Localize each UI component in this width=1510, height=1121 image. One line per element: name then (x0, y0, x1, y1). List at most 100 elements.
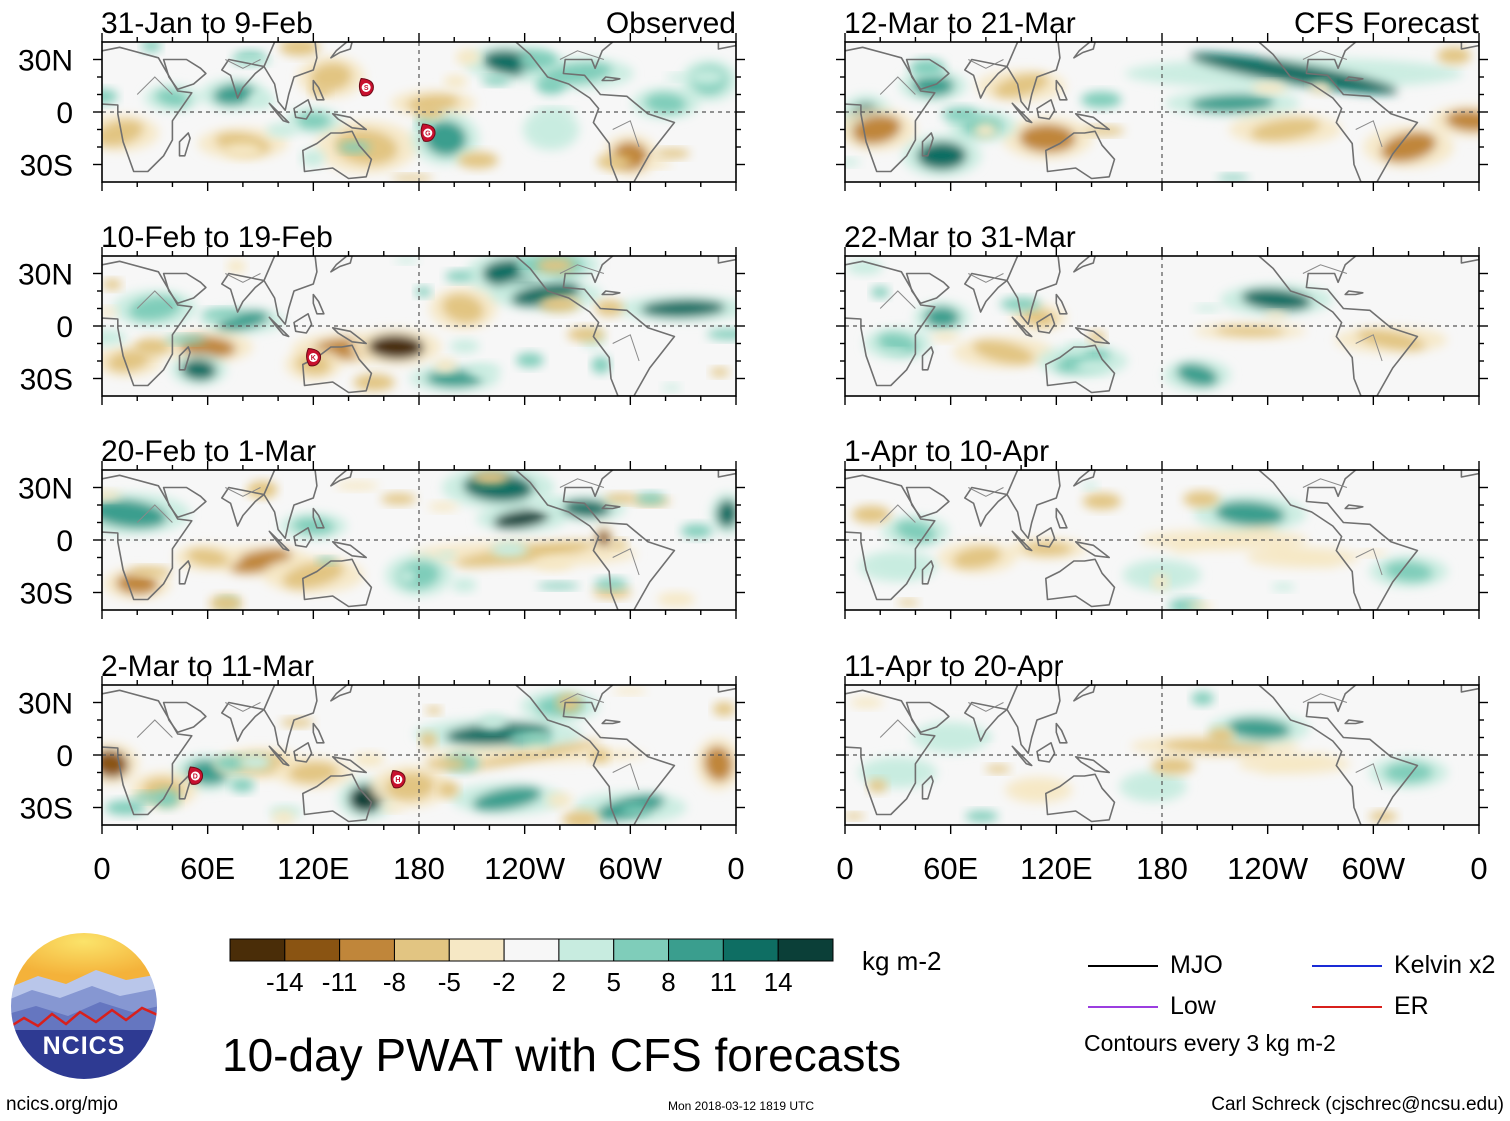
anomaly-blob (1190, 94, 1275, 113)
anomaly-blob (309, 62, 352, 92)
axis-ticks (836, 676, 1488, 834)
anomaly-blob (295, 111, 331, 130)
legend-er: ER (1312, 992, 1429, 1021)
coastline (330, 42, 353, 59)
anomaly-speckle (533, 556, 574, 571)
anomaly-blob (873, 761, 923, 784)
coastline (964, 486, 1008, 527)
anomaly-speckle (591, 356, 611, 374)
x-tick-label: 60W (598, 851, 662, 886)
colorbar-units: kg m-2 (862, 946, 942, 976)
country-border (968, 487, 1004, 497)
coastline (905, 58, 950, 91)
anomaly-blob (533, 115, 569, 144)
country-border (559, 264, 605, 274)
storm-marker-label: H (395, 777, 400, 784)
anomaly-blob (993, 73, 1049, 99)
anomaly-speckle (102, 307, 118, 317)
coastline (515, 470, 676, 610)
y-tick-label: 30N (18, 688, 73, 721)
x-tick-label: 120W (1227, 851, 1309, 886)
anomaly-speckle (102, 89, 118, 104)
anomaly-speckle (335, 481, 379, 490)
colorbar: -14 -11 -8 -5 -2 2 5 8 11 14 (229, 938, 834, 997)
anomaly-speckle (425, 758, 468, 770)
x-tick-label: 0 (1470, 851, 1487, 886)
coastlines (102, 42, 736, 182)
anomaly-speckle (706, 329, 736, 340)
anomaly-speckle (710, 367, 730, 377)
anomaly-speckle (1271, 583, 1296, 591)
anomaly-speckle (394, 257, 420, 264)
anomaly-speckle (850, 697, 884, 708)
anomaly-speckle (1183, 491, 1220, 508)
country-border (612, 120, 640, 148)
anomaly-speckle (434, 358, 457, 373)
anomaly-speckle (154, 789, 180, 808)
coastline (1073, 470, 1096, 487)
anomaly-speckle (414, 287, 432, 297)
y-tick-label: 30S (20, 793, 73, 826)
country-border (136, 504, 173, 523)
anomaly-speckle (105, 800, 147, 816)
coastline (178, 346, 191, 371)
coastline (178, 132, 191, 157)
storm-marker: G (420, 123, 436, 142)
anomaly-speckle (353, 374, 395, 391)
coastline (1073, 42, 1096, 59)
country-border (1302, 693, 1348, 703)
coastline (515, 685, 676, 825)
coastline (268, 316, 290, 338)
y-tick-label: 30N (18, 259, 73, 292)
anomaly-speckle (612, 687, 647, 695)
colorbar-swatch (448, 938, 505, 962)
coastline (268, 530, 290, 552)
colorbar-swatch (393, 938, 450, 962)
coastline (293, 742, 313, 763)
coastline (331, 113, 367, 131)
coastline (921, 346, 934, 371)
anomaly-speckle (419, 732, 437, 748)
coastline (717, 42, 736, 50)
x-tick-label: 0 (727, 851, 744, 886)
coastline (1045, 130, 1116, 180)
anomaly-speckle (449, 339, 480, 353)
author-credit: Carl Schreck (cjschrec@ncsu.edu) (1211, 1094, 1504, 1115)
coastline (293, 313, 313, 334)
country-border (225, 273, 261, 283)
coastline (330, 470, 353, 487)
legend-low-label: Low (1170, 992, 1216, 1020)
country-border (136, 76, 173, 95)
anomaly-blob (1176, 363, 1218, 387)
coastlines (102, 685, 736, 825)
coastline (162, 701, 207, 734)
coastline (162, 58, 207, 91)
coastline (221, 701, 265, 742)
anomaly-speckle (479, 714, 507, 730)
period-label: 10-Feb to 19-Feb (101, 221, 333, 254)
anomaly-blob (1019, 124, 1076, 153)
anomaly-speckle (1191, 691, 1215, 705)
country-border (968, 59, 1004, 69)
coastline (268, 745, 290, 767)
colorbar-tick-label: 8 (661, 967, 675, 997)
anomaly-speckle (562, 810, 600, 825)
anomaly-blob (472, 786, 542, 811)
anomaly-speckle (909, 59, 946, 77)
coastline (515, 42, 676, 182)
colorbar-tick-label: 5 (606, 967, 620, 997)
period-label: 31-Jan to 9-Feb (101, 7, 313, 40)
coastline (221, 486, 265, 527)
country-border (879, 719, 916, 738)
x-tick-label: 0 (836, 851, 853, 886)
storm-marker: S (358, 77, 374, 97)
country-border (612, 548, 640, 576)
legend-er-label: ER (1394, 992, 1429, 1020)
coastlines (102, 470, 736, 610)
anomaly-speckle (655, 148, 691, 159)
coastline (302, 130, 373, 180)
y-tick-label: 0 (56, 525, 73, 558)
anomaly-speckle (1080, 91, 1122, 108)
x-tick-label: 0 (93, 851, 110, 886)
